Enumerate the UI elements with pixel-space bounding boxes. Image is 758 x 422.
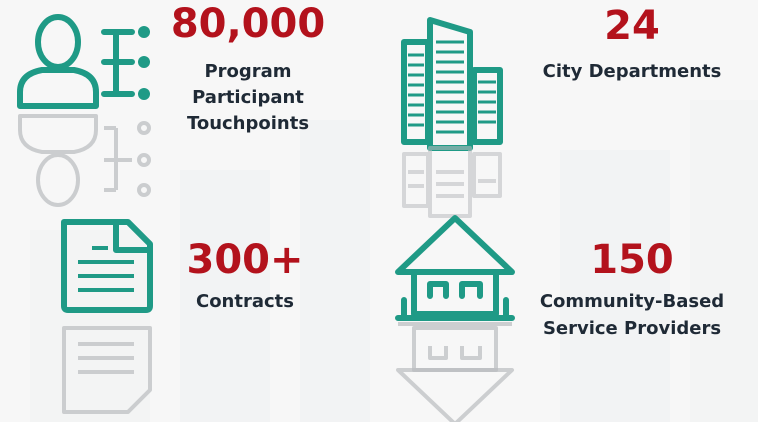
stat-label: Program xyxy=(204,61,291,82)
document-icon xyxy=(61,219,153,313)
stat-label: Service Providers xyxy=(543,318,721,339)
stat-value: 80,000 xyxy=(171,1,325,47)
building-reflection xyxy=(402,146,502,218)
stat-label: Community-Based xyxy=(540,291,724,312)
house-reflection xyxy=(396,322,514,422)
document-reflection xyxy=(62,326,152,414)
stat-label: Touchpoints xyxy=(187,113,309,134)
stat-label: Participant xyxy=(192,87,304,108)
person-icon xyxy=(17,14,150,109)
stat-value: 24 xyxy=(604,3,660,49)
person-reflection xyxy=(18,114,151,207)
stat-value: 150 xyxy=(590,237,674,283)
stat-label: Contracts xyxy=(196,291,294,312)
stat-label: City Departments xyxy=(543,61,722,82)
stat-value: 300+ xyxy=(186,237,303,283)
house-icon xyxy=(395,215,515,321)
